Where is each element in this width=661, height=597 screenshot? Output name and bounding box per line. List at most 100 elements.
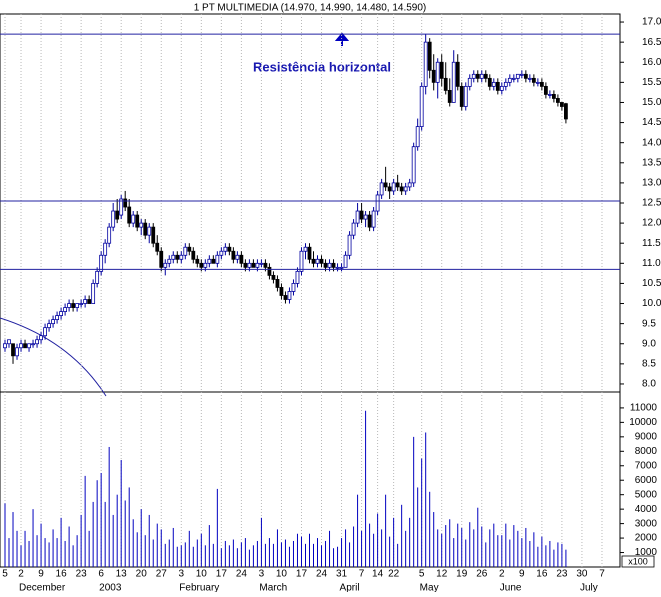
x-tick-label: 19	[456, 569, 468, 580]
candle-body	[143, 222, 148, 236]
candle-body	[319, 258, 324, 264]
candle-body	[7, 339, 11, 345]
x-tick-label: 24	[236, 569, 248, 580]
candle-body	[439, 61, 444, 79]
candle-body	[27, 343, 31, 349]
x-tick-label: 23	[556, 569, 568, 580]
candle-body	[487, 77, 492, 87]
y-tick-label: 17.0	[642, 17, 661, 28]
x-tick-label: 10	[196, 569, 208, 580]
candle-body	[451, 61, 456, 103]
candle-body	[203, 262, 208, 268]
y-tick-label: 10.5	[642, 278, 661, 289]
candle-body	[179, 254, 184, 260]
candle-body	[391, 182, 396, 192]
x-tick-label: 3	[179, 569, 185, 580]
x-tick-label: 23	[76, 569, 88, 580]
y-tick-label: 8.5	[642, 358, 656, 369]
candle-body	[475, 73, 480, 79]
candle-body	[119, 198, 124, 216]
candle-body	[131, 214, 136, 224]
y-tick-label: 14.5	[642, 117, 661, 128]
candle-body	[219, 250, 224, 256]
candle-body	[95, 270, 100, 284]
volume-tick-label: 3000	[635, 518, 658, 529]
volume-tick-label: 5000	[635, 489, 658, 500]
x-tick-label: 17	[296, 569, 308, 580]
candle-body	[435, 61, 440, 83]
candle-body	[15, 347, 19, 357]
candle-body	[283, 295, 288, 300]
y-tick-label: 13.0	[642, 178, 661, 189]
month-label: May	[420, 583, 439, 592]
candle-body	[564, 103, 568, 120]
x-tick-label: 3	[259, 569, 265, 580]
x-tick-label: 9	[38, 569, 44, 580]
candle-body	[275, 279, 280, 288]
candle-body	[375, 194, 380, 212]
candle-body	[259, 262, 264, 265]
candle-body	[71, 303, 76, 308]
volume-tick-label: 4000	[635, 504, 658, 515]
candle-body	[299, 250, 304, 272]
candle-body	[111, 210, 116, 228]
candle-body	[3, 343, 7, 349]
month-label: June	[500, 583, 522, 592]
x-tick-label: 7	[599, 569, 605, 580]
y-tick-label: 9.5	[642, 318, 656, 329]
candle-body	[423, 41, 428, 87]
candle-body	[271, 274, 276, 280]
x-tick-label: 31	[336, 569, 348, 580]
candle-body	[91, 283, 96, 304]
candle-body	[159, 250, 164, 268]
candle-body	[127, 206, 132, 224]
y-tick-label: 15.0	[642, 97, 661, 108]
candle-body	[199, 262, 204, 268]
x-tick-label: 22	[388, 569, 400, 580]
month-label: 2003	[99, 583, 122, 592]
trend-arc	[0, 317, 107, 397]
x-tick-label: 24	[316, 569, 328, 580]
candle-body	[103, 242, 108, 256]
candle-body	[175, 254, 180, 260]
x-tick-label: 27	[156, 569, 168, 580]
candle-body	[399, 186, 404, 192]
month-label: December	[19, 583, 66, 592]
candle-body	[523, 73, 528, 79]
candle-body	[455, 61, 460, 87]
y-tick-label: 10.0	[642, 298, 661, 309]
plot-frame	[0, 13, 621, 568]
candle-body	[403, 186, 408, 192]
candle-body	[379, 182, 384, 196]
candle-body	[415, 126, 420, 148]
candle-body	[279, 287, 284, 296]
candle-body	[59, 311, 63, 316]
candle-body	[407, 182, 412, 188]
candle-body	[11, 343, 15, 357]
candle-body	[215, 254, 220, 264]
candle-body	[187, 246, 192, 252]
volume-tick-label: 9000	[635, 431, 658, 442]
month-label: March	[259, 583, 287, 592]
candle-body	[503, 81, 508, 87]
candle-body	[447, 90, 452, 103]
x-tick-label: 2	[499, 569, 505, 580]
candle-body	[315, 258, 320, 264]
candle-body	[483, 73, 488, 79]
candle-body	[163, 262, 168, 268]
candle-body	[115, 210, 120, 220]
x-tick-label: 5	[2, 569, 8, 580]
candle-body	[339, 266, 344, 269]
x-tick-label: 7	[359, 569, 365, 580]
candle-body	[347, 234, 352, 256]
y-tick-label: 16.5	[642, 37, 661, 48]
candle-body	[555, 98, 560, 103]
chart-title: 1 PT MULTIMEDIA (14.970, 14.990, 14.480,…	[194, 3, 427, 14]
candle-body	[359, 210, 364, 220]
candle-body	[211, 258, 216, 264]
candle-body	[51, 319, 55, 325]
candle-body	[55, 315, 59, 321]
candle-body	[560, 102, 564, 107]
candle-body	[463, 85, 468, 107]
